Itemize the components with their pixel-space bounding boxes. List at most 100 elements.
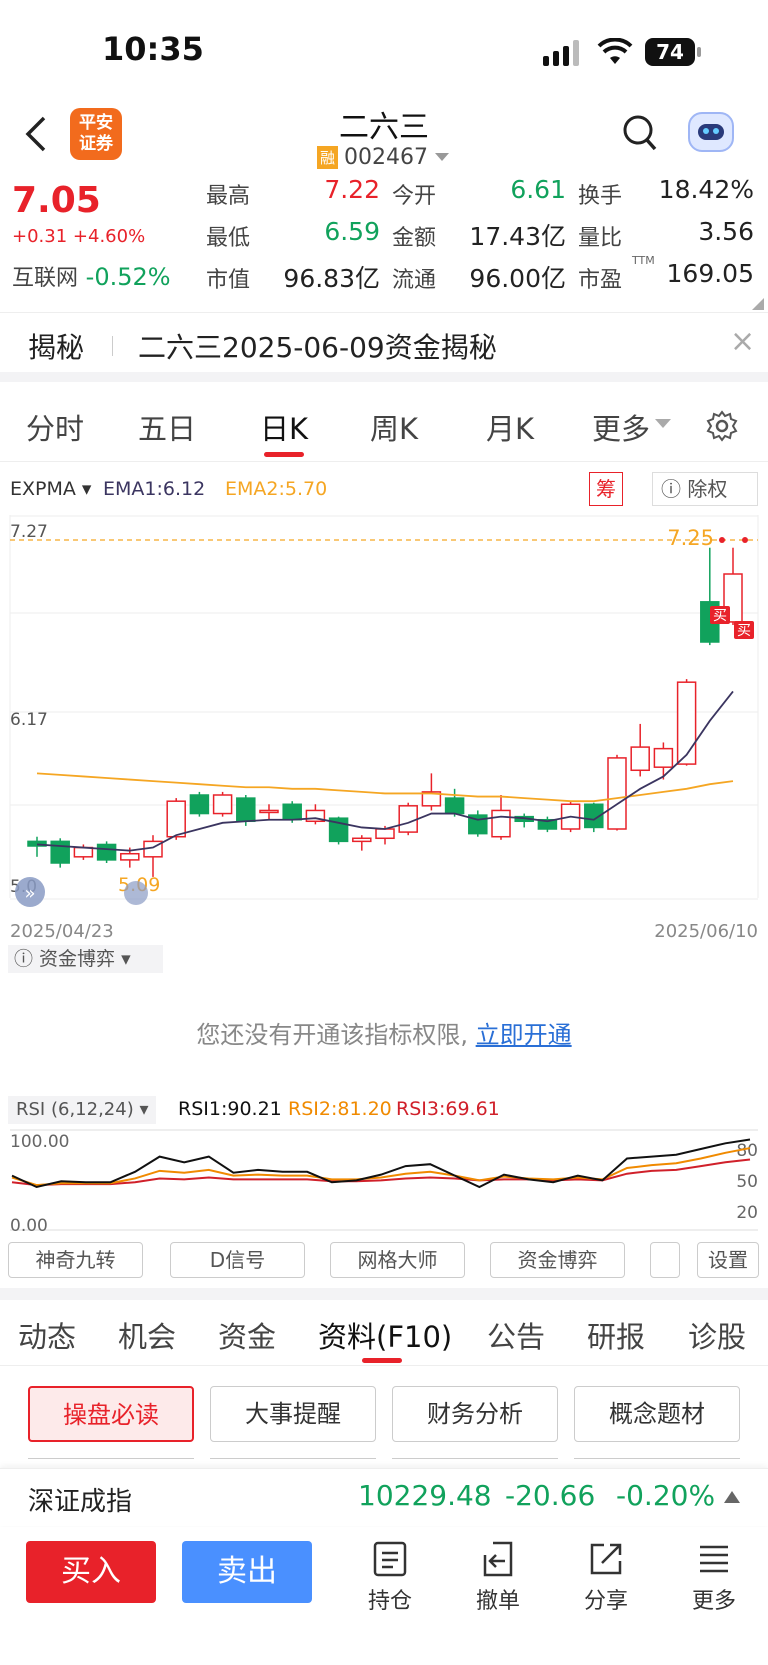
candle[interactable]	[676, 679, 697, 766]
candle[interactable]	[189, 791, 210, 817]
period-tab[interactable]: 更多	[592, 412, 651, 446]
chip-button[interactable]: 筹	[589, 472, 623, 506]
candle[interactable]	[27, 836, 47, 857]
expma-selector[interactable]: EXPMA ▾	[10, 478, 92, 500]
tool-buttons: 神奇九转 D信号 网格大师 资金博弈 设置	[0, 1242, 768, 1282]
quote-panel: 7.05 +0.31 +4.60% 互联网 -0.52% 最高 7.22 今开 6.6…	[0, 175, 768, 313]
more-button[interactable]: 更多	[674, 1541, 754, 1615]
candle[interactable]	[352, 835, 372, 851]
close-icon[interactable]: ×	[730, 324, 756, 359]
period-tab[interactable]: 分时	[26, 412, 85, 446]
info-tab[interactable]: 机会	[118, 1320, 177, 1354]
capital-selector[interactable]: ⓘ 资金博弈 ▾	[8, 945, 163, 973]
chart-drawer-handle[interactable]: »	[15, 877, 45, 907]
info-tab[interactable]: 诊股	[688, 1320, 747, 1354]
tool-button[interactable]: 设置	[697, 1242, 759, 1278]
f10-buttons: 操盘必读 大事提醒 财务分析 概念题材	[0, 1386, 768, 1446]
period-tab[interactable]: 月K	[486, 412, 535, 446]
broker-logo: 平安 证券	[70, 108, 122, 160]
holdings-button[interactable]: 持仓	[350, 1541, 430, 1615]
search-icon[interactable]	[622, 114, 658, 152]
sell-button[interactable]: 卖出	[182, 1541, 312, 1603]
index-name: 深证成指	[28, 1487, 133, 1517]
sector-row[interactable]: 互联网 -0.52%	[12, 260, 171, 292]
holdings-icon	[373, 1541, 407, 1577]
permission-text: 您还没有开通该指标权限,	[196, 1021, 468, 1049]
index-ticker[interactable]: 深证成指 10229.48 -20.66 -0.20%	[0, 1468, 768, 1526]
candle[interactable]	[212, 791, 233, 817]
period-tab[interactable]: 五日	[138, 412, 197, 446]
tool-button[interactable]: 资金博弈	[490, 1242, 625, 1278]
candle[interactable]	[259, 804, 279, 820]
reveal-tag: 揭秘	[28, 331, 85, 364]
candle[interactable]	[630, 723, 650, 777]
period-tab[interactable]: 日K	[260, 412, 309, 446]
price-change-row: +0.31 +4.60%	[12, 226, 145, 247]
buy-label: 买入	[61, 1554, 121, 1589]
settings-gear-icon[interactable]	[706, 410, 738, 442]
robot-assistant-icon[interactable]	[688, 112, 734, 152]
period-tab[interactable]: 周K	[370, 412, 419, 446]
rsi-level-50: 50	[736, 1172, 758, 1192]
quote-value: 96.00亿	[469, 264, 566, 293]
tool-button[interactable]: D信号	[170, 1242, 305, 1278]
adjust-button[interactable]: ⓘ 除权	[652, 472, 758, 506]
f10-button[interactable]: 概念题材	[574, 1386, 740, 1442]
ema1-label: EMA1:6.12	[103, 478, 206, 500]
buy-button[interactable]: 买入	[26, 1541, 156, 1603]
candle[interactable]	[143, 835, 163, 877]
kline-chart[interactable]: 7.276.175.02025/04/232025/06/107.255.09买…	[0, 515, 768, 955]
period-tabs: 分时 五日 日K 周K 月K 更多	[0, 392, 768, 462]
candle[interactable]	[653, 742, 674, 780]
candle[interactable]	[96, 841, 117, 863]
candle[interactable]	[444, 788, 465, 817]
tool-button[interactable]: 网格大师	[330, 1242, 465, 1278]
activate-link[interactable]: 立即开通	[475, 1021, 572, 1049]
stock-code-row[interactable]: 融 002467	[317, 144, 450, 170]
candle[interactable]	[700, 547, 720, 646]
caret-down-icon	[435, 153, 449, 161]
quote-value: 17.43亿	[469, 222, 566, 251]
candle[interactable]	[166, 798, 186, 840]
quote-value: 96.83亿	[283, 264, 380, 293]
quote-label: 市盈	[578, 268, 623, 293]
rsi3-value: RSI3:69.61	[396, 1098, 500, 1120]
rsi-chart[interactable]: 100.00 0.00 80 50 20	[0, 1125, 768, 1235]
back-icon[interactable]	[24, 116, 48, 152]
share-button[interactable]: 分享	[566, 1541, 646, 1615]
candle[interactable]	[468, 810, 488, 837]
info-tab[interactable]: 研报	[587, 1320, 646, 1354]
reveal-banner[interactable]: 揭秘 二六三2025-06-09资金揭秘 ×	[0, 314, 768, 382]
ema1-line	[36, 690, 734, 852]
battery-tip	[697, 47, 701, 57]
info-tab[interactable]: 资料(F10)	[318, 1320, 453, 1354]
f10-button[interactable]: 财务分析	[392, 1386, 558, 1442]
candle[interactable]	[398, 802, 418, 836]
battery-icon: 74	[645, 38, 695, 66]
candle[interactable]	[537, 816, 558, 833]
buy-signal-marker[interactable]: 买	[734, 621, 754, 639]
rsi-selector[interactable]: RSI (6,12,24) ▾	[8, 1096, 157, 1124]
info-tab[interactable]: 资金	[218, 1320, 277, 1354]
info-tab[interactable]: 公告	[487, 1320, 546, 1354]
expand-up-icon[interactable]	[724, 1491, 740, 1503]
reveal-text: 二六三2025-06-09资金揭秘	[138, 331, 497, 364]
buy-signal-marker[interactable]: 买	[710, 606, 730, 624]
candle[interactable]	[305, 804, 326, 825]
info-tab[interactable]: 动态	[18, 1320, 77, 1354]
candle[interactable]	[607, 754, 627, 831]
cursor-handle-icon[interactable]	[124, 881, 148, 905]
candle[interactable]	[421, 773, 442, 811]
tool-button-partial[interactable]	[650, 1242, 680, 1278]
f10-button[interactable]: 大事提醒	[210, 1386, 376, 1442]
rsi-label: RSI (6,12,24)	[16, 1099, 134, 1120]
high-dot	[719, 537, 725, 543]
candle[interactable]	[50, 838, 70, 868]
quote-value: 18.42%	[658, 175, 754, 204]
candle[interactable]	[584, 802, 604, 833]
share-icon	[590, 1543, 622, 1575]
candle[interactable]	[514, 813, 534, 828]
cancel-order-button[interactable]: 撤单	[458, 1541, 538, 1615]
f10-button[interactable]: 操盘必读	[28, 1386, 194, 1442]
tool-button[interactable]: 神奇九转	[8, 1242, 143, 1278]
